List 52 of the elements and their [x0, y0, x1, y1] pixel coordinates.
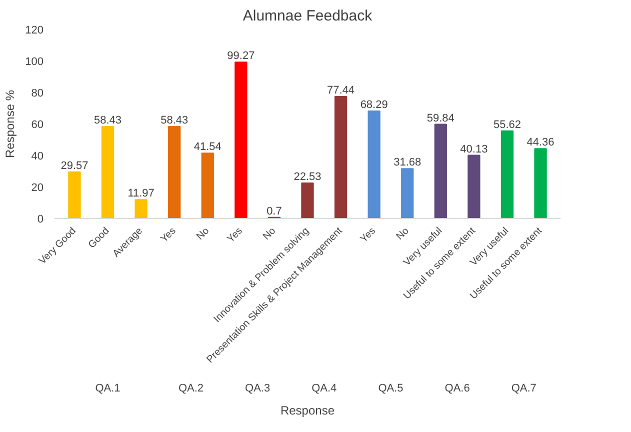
data-label: 11.97: [128, 188, 154, 200]
bar: [201, 152, 214, 218]
text: QA.3: [245, 382, 270, 394]
chart-title: Alumnae Feedback: [242, 8, 373, 24]
y-tick-label: 0: [37, 214, 44, 226]
bar: [334, 96, 348, 218]
data-label: 68.29: [360, 98, 388, 111]
bar: [368, 110, 380, 218]
bar: [534, 148, 547, 218]
data-label: 99.27: [227, 50, 255, 62]
bar: [234, 62, 248, 218]
y-tick-label: 120: [25, 24, 44, 36]
bar: [401, 168, 414, 218]
bar: [301, 182, 314, 218]
bar: [101, 126, 114, 218]
bar: [168, 126, 181, 218]
bar: [500, 130, 514, 218]
x-tick-label: Yes: [358, 226, 378, 245]
data-label: 55.62: [493, 118, 522, 131]
text: QA.6: [444, 382, 470, 394]
data-label: 59.84: [426, 112, 454, 124]
text: QA.4: [312, 382, 337, 394]
data-label: 58.43: [160, 114, 188, 126]
data-label: 31.68: [394, 156, 422, 169]
text: QA.7: [511, 382, 536, 394]
y-tick-label: 60: [31, 119, 44, 131]
data-label: 41.54: [194, 141, 222, 154]
bar: [434, 124, 447, 218]
x-tick-label: Yes: [225, 226, 245, 245]
data-label: 29.57: [60, 160, 88, 172]
text: QA.1: [95, 382, 120, 394]
y-tick-label: 80: [31, 88, 44, 100]
y-tick-label: 40: [31, 150, 44, 162]
x-tick-label: No: [194, 225, 212, 242]
data-label: 40.13: [460, 143, 488, 156]
y-tick-label: 100: [25, 56, 44, 68]
data-label: 0.7: [266, 205, 282, 218]
y-tick-label: 20: [31, 182, 44, 194]
text: QA.2: [178, 382, 204, 394]
bar: [468, 154, 480, 218]
x-tick-label: No: [394, 225, 412, 242]
y-axis-title: Response %: [3, 90, 18, 158]
x-tick-label: No: [261, 225, 278, 242]
x-axis-title: Response: [280, 404, 335, 418]
text: QA.5: [378, 382, 404, 394]
data-label: 58.43: [94, 114, 122, 126]
data-label: 22.53: [294, 171, 322, 184]
bar: [68, 171, 81, 218]
x-tick-label: Yes: [158, 226, 178, 245]
data-label: 44.36: [526, 136, 554, 149]
data-label: 77.44: [327, 84, 355, 97]
bar: [134, 199, 148, 218]
